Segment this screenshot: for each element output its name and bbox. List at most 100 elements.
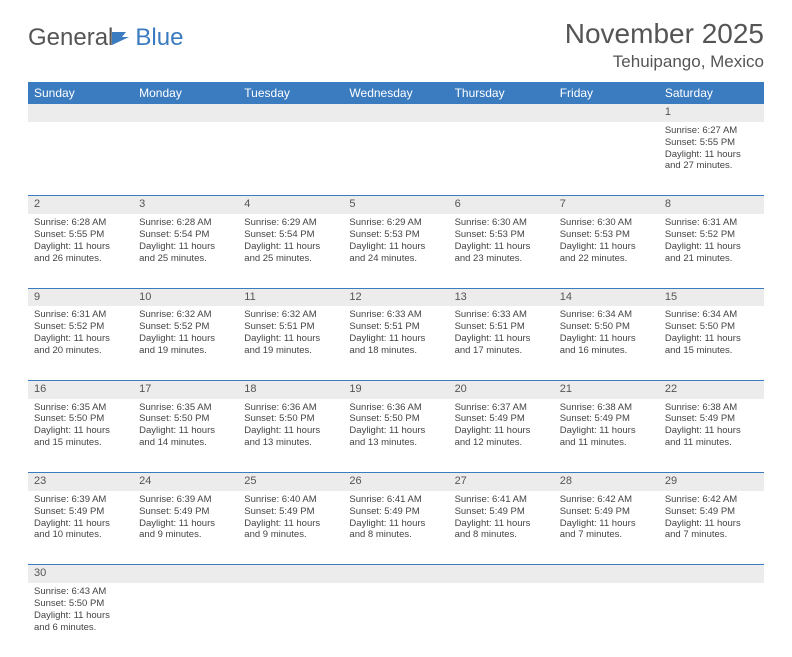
day-detail-cell: Sunrise: 6:29 AMSunset: 5:53 PMDaylight:… bbox=[343, 214, 448, 288]
day-detail-cell bbox=[133, 583, 238, 657]
day-number-cell bbox=[133, 104, 238, 122]
day-detail-cell: Sunrise: 6:28 AMSunset: 5:54 PMDaylight:… bbox=[133, 214, 238, 288]
daynum-row: 30 bbox=[28, 565, 764, 583]
day-detail-cell bbox=[449, 583, 554, 657]
logo-text-blue: Blue bbox=[135, 24, 183, 52]
day-detail-cell: Sunrise: 6:39 AMSunset: 5:49 PMDaylight:… bbox=[133, 491, 238, 565]
day-number-cell: 22 bbox=[659, 380, 764, 398]
day-detail-cell: Sunrise: 6:34 AMSunset: 5:50 PMDaylight:… bbox=[554, 306, 659, 380]
header: General Blue November 2025 Tehuipango, M… bbox=[28, 18, 764, 72]
day-number-cell bbox=[659, 565, 764, 583]
month-title: November 2025 bbox=[565, 18, 764, 50]
day-number-cell: 21 bbox=[554, 380, 659, 398]
day-number-cell: 11 bbox=[238, 288, 343, 306]
day-detail-cell: Sunrise: 6:37 AMSunset: 5:49 PMDaylight:… bbox=[449, 399, 554, 473]
day-detail-cell bbox=[659, 583, 764, 657]
day-header: Saturday bbox=[659, 82, 764, 104]
day-number-cell: 29 bbox=[659, 473, 764, 491]
day-detail-cell bbox=[238, 583, 343, 657]
day-number-cell: 7 bbox=[554, 196, 659, 214]
day-detail-cell: Sunrise: 6:27 AMSunset: 5:55 PMDaylight:… bbox=[659, 122, 764, 196]
day-number-cell: 3 bbox=[133, 196, 238, 214]
day-number-cell bbox=[343, 565, 448, 583]
day-detail-cell: Sunrise: 6:38 AMSunset: 5:49 PMDaylight:… bbox=[554, 399, 659, 473]
day-detail-cell: Sunrise: 6:30 AMSunset: 5:53 PMDaylight:… bbox=[554, 214, 659, 288]
daynum-row: 16171819202122 bbox=[28, 380, 764, 398]
day-number-cell: 14 bbox=[554, 288, 659, 306]
day-detail-cell: Sunrise: 6:40 AMSunset: 5:49 PMDaylight:… bbox=[238, 491, 343, 565]
day-number-cell: 18 bbox=[238, 380, 343, 398]
day-number-cell: 28 bbox=[554, 473, 659, 491]
day-number-cell: 24 bbox=[133, 473, 238, 491]
day-number-cell: 20 bbox=[449, 380, 554, 398]
day-number-cell: 25 bbox=[238, 473, 343, 491]
day-detail-cell bbox=[449, 122, 554, 196]
detail-row: Sunrise: 6:31 AMSunset: 5:52 PMDaylight:… bbox=[28, 306, 764, 380]
day-detail-cell bbox=[28, 122, 133, 196]
day-detail-cell bbox=[343, 583, 448, 657]
day-header: Wednesday bbox=[343, 82, 448, 104]
day-number-cell: 26 bbox=[343, 473, 448, 491]
day-detail-cell: Sunrise: 6:35 AMSunset: 5:50 PMDaylight:… bbox=[28, 399, 133, 473]
day-detail-cell bbox=[554, 122, 659, 196]
day-number-cell: 16 bbox=[28, 380, 133, 398]
day-detail-cell bbox=[343, 122, 448, 196]
day-detail-cell: Sunrise: 6:33 AMSunset: 5:51 PMDaylight:… bbox=[343, 306, 448, 380]
day-number-cell: 6 bbox=[449, 196, 554, 214]
day-detail-cell: Sunrise: 6:41 AMSunset: 5:49 PMDaylight:… bbox=[343, 491, 448, 565]
day-number-cell bbox=[238, 565, 343, 583]
day-number-cell: 8 bbox=[659, 196, 764, 214]
detail-row: Sunrise: 6:43 AMSunset: 5:50 PMDaylight:… bbox=[28, 583, 764, 657]
day-detail-cell: Sunrise: 6:36 AMSunset: 5:50 PMDaylight:… bbox=[238, 399, 343, 473]
day-number-cell bbox=[238, 104, 343, 122]
day-detail-cell: Sunrise: 6:31 AMSunset: 5:52 PMDaylight:… bbox=[659, 214, 764, 288]
day-detail-cell bbox=[133, 122, 238, 196]
day-detail-cell: Sunrise: 6:34 AMSunset: 5:50 PMDaylight:… bbox=[659, 306, 764, 380]
day-number-cell: 19 bbox=[343, 380, 448, 398]
day-number-cell: 10 bbox=[133, 288, 238, 306]
day-number-cell: 4 bbox=[238, 196, 343, 214]
day-number-cell bbox=[343, 104, 448, 122]
day-detail-cell: Sunrise: 6:33 AMSunset: 5:51 PMDaylight:… bbox=[449, 306, 554, 380]
day-number-cell bbox=[449, 104, 554, 122]
location: Tehuipango, Mexico bbox=[565, 52, 764, 72]
day-detail-cell bbox=[554, 583, 659, 657]
day-number-cell: 17 bbox=[133, 380, 238, 398]
detail-row: Sunrise: 6:28 AMSunset: 5:55 PMDaylight:… bbox=[28, 214, 764, 288]
day-detail-cell: Sunrise: 6:36 AMSunset: 5:50 PMDaylight:… bbox=[343, 399, 448, 473]
day-detail-cell: Sunrise: 6:31 AMSunset: 5:52 PMDaylight:… bbox=[28, 306, 133, 380]
day-detail-cell: Sunrise: 6:35 AMSunset: 5:50 PMDaylight:… bbox=[133, 399, 238, 473]
detail-row: Sunrise: 6:27 AMSunset: 5:55 PMDaylight:… bbox=[28, 122, 764, 196]
day-header: Friday bbox=[554, 82, 659, 104]
day-detail-cell: Sunrise: 6:32 AMSunset: 5:51 PMDaylight:… bbox=[238, 306, 343, 380]
detail-row: Sunrise: 6:39 AMSunset: 5:49 PMDaylight:… bbox=[28, 491, 764, 565]
day-header-row: SundayMondayTuesdayWednesdayThursdayFrid… bbox=[28, 82, 764, 104]
day-detail-cell: Sunrise: 6:42 AMSunset: 5:49 PMDaylight:… bbox=[554, 491, 659, 565]
day-header: Tuesday bbox=[238, 82, 343, 104]
flag-icon bbox=[111, 29, 133, 47]
day-detail-cell bbox=[238, 122, 343, 196]
day-detail-cell: Sunrise: 6:29 AMSunset: 5:54 PMDaylight:… bbox=[238, 214, 343, 288]
day-header: Sunday bbox=[28, 82, 133, 104]
day-header: Monday bbox=[133, 82, 238, 104]
day-number-cell: 12 bbox=[343, 288, 448, 306]
day-detail-cell: Sunrise: 6:38 AMSunset: 5:49 PMDaylight:… bbox=[659, 399, 764, 473]
day-detail-cell: Sunrise: 6:43 AMSunset: 5:50 PMDaylight:… bbox=[28, 583, 133, 657]
day-detail-cell: Sunrise: 6:41 AMSunset: 5:49 PMDaylight:… bbox=[449, 491, 554, 565]
day-detail-cell: Sunrise: 6:42 AMSunset: 5:49 PMDaylight:… bbox=[659, 491, 764, 565]
day-number-cell bbox=[449, 565, 554, 583]
logo: General Blue bbox=[28, 24, 183, 52]
day-detail-cell: Sunrise: 6:32 AMSunset: 5:52 PMDaylight:… bbox=[133, 306, 238, 380]
daynum-row: 23242526272829 bbox=[28, 473, 764, 491]
day-number-cell: 5 bbox=[343, 196, 448, 214]
day-number-cell bbox=[28, 104, 133, 122]
day-number-cell: 23 bbox=[28, 473, 133, 491]
day-number-cell bbox=[554, 104, 659, 122]
daynum-row: 9101112131415 bbox=[28, 288, 764, 306]
day-detail-cell: Sunrise: 6:28 AMSunset: 5:55 PMDaylight:… bbox=[28, 214, 133, 288]
daynum-row: 2345678 bbox=[28, 196, 764, 214]
day-header: Thursday bbox=[449, 82, 554, 104]
day-detail-cell: Sunrise: 6:39 AMSunset: 5:49 PMDaylight:… bbox=[28, 491, 133, 565]
daynum-row: 1 bbox=[28, 104, 764, 122]
day-number-cell bbox=[554, 565, 659, 583]
